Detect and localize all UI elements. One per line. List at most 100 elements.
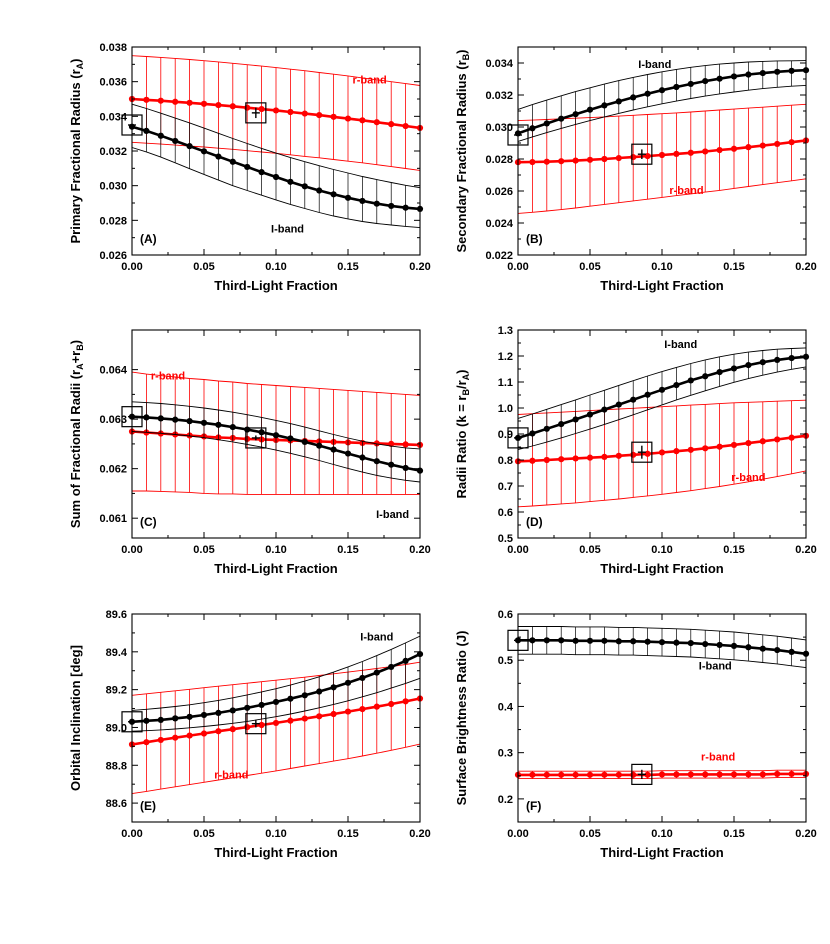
reference-marker — [245, 102, 267, 124]
panel-label: (B) — [526, 232, 543, 246]
y-tick-label: 0.032 — [485, 90, 513, 102]
data-point-iband — [316, 442, 323, 449]
data-point-rband — [558, 771, 565, 778]
y-axis-label-part: /r — [454, 380, 469, 389]
data-point-iband — [344, 679, 352, 686]
y-tick-label: 0.7 — [498, 481, 513, 493]
data-point-iband — [745, 362, 752, 369]
data-point-iband — [774, 68, 781, 75]
annotation-iband: I-band — [376, 509, 409, 521]
y-axis-label-part: ) — [68, 59, 83, 63]
y-tick-label: 0.028 — [99, 215, 127, 227]
data-point-rband — [673, 448, 680, 455]
data-point-iband — [287, 435, 294, 442]
data-point-iband — [373, 669, 380, 676]
y-axis-label: Sum of Fractional Radii (rA+rB) — [68, 340, 85, 528]
y-axis-label-part: Secondary Fractional Radius (r — [454, 60, 469, 252]
data-point-rband — [373, 440, 380, 447]
data-point-rband — [615, 154, 622, 162]
data-point-iband — [272, 698, 280, 706]
data-point-rband — [716, 443, 723, 450]
y-tick-label: 0.024 — [485, 218, 513, 230]
data-point-iband — [272, 173, 280, 181]
data-point-rband — [558, 456, 565, 463]
data-point-rband — [658, 449, 666, 456]
annotation-rband: r-band — [731, 472, 765, 484]
x-axis-label: Third-Light Fraction — [600, 845, 724, 860]
envelope-upper-rband — [131, 371, 421, 396]
data-point-iband — [172, 137, 179, 145]
panel-B: 0.00 0.05 0.10 0.15 0.20 0.022 0.024 0.026 0.028… — [454, 46, 817, 293]
envelope-upper-iband — [517, 347, 807, 419]
data-point-rband — [529, 158, 536, 166]
reference-marker — [245, 713, 267, 735]
data-point-rband — [702, 148, 709, 155]
data-point-iband — [200, 148, 208, 155]
data-point-iband — [157, 132, 164, 139]
data-point-iband — [172, 416, 179, 423]
data-point-iband — [644, 638, 651, 645]
data-point-iband — [543, 425, 550, 432]
x-tick-label: 0.10 — [265, 544, 286, 556]
data-point-iband — [716, 641, 723, 649]
data-point-rband — [143, 96, 150, 103]
y-tick-label: 89.4 — [106, 647, 128, 659]
envelope-lower-rband — [132, 490, 420, 495]
y-tick-label: 1.2 — [498, 351, 513, 363]
data-point-rband — [143, 739, 150, 746]
y-tick-label: 89.6 — [106, 609, 127, 621]
data-point-rband — [172, 734, 179, 741]
data-point-rband — [759, 771, 766, 778]
data-point-iband — [687, 640, 694, 647]
data-point-iband — [301, 183, 308, 190]
data-point-iband — [388, 461, 395, 468]
y-axis-label-part: Surface Brightness Ratio (J) — [454, 631, 469, 806]
envelope-lower-iband — [131, 147, 421, 229]
x-tick-label: 0.00 — [121, 544, 142, 556]
y-tick-label: 1.0 — [498, 403, 513, 415]
data-point-iband — [316, 187, 323, 194]
annotation-iband: I-band — [360, 631, 393, 643]
data-point-rband — [716, 771, 723, 778]
data-point-iband — [373, 200, 380, 207]
x-tick-label: 0.05 — [579, 261, 600, 273]
data-point-iband — [359, 454, 366, 461]
data-point-iband — [788, 354, 795, 362]
data-point-iband — [344, 194, 352, 201]
y-axis-label-part: B — [461, 53, 471, 60]
envelope-upper-iband — [131, 401, 421, 450]
y-tick-label: 0.036 — [99, 77, 127, 89]
envelope-upper-iband — [131, 635, 421, 711]
data-point-iband — [373, 458, 380, 465]
data-point-rband — [301, 715, 308, 722]
y-tick-label: 0.032 — [99, 146, 127, 158]
data-point-iband — [200, 419, 208, 426]
y-axis-label-part: ) — [454, 370, 469, 374]
data-point-rband — [673, 771, 680, 778]
data-point-rband — [215, 728, 222, 735]
annotation-iband: I-band — [271, 223, 304, 235]
y-axis-label-part: Primary Fractional Radius (r — [68, 69, 83, 243]
data-point-rband — [644, 771, 651, 778]
y-axis-label-part: B — [75, 344, 85, 351]
data-point-rband — [601, 771, 608, 778]
data-point-rband — [244, 104, 251, 111]
x-tick-label: 0.20 — [409, 261, 430, 273]
envelope-lower-rband — [131, 743, 421, 795]
y-tick-label: 0.8 — [498, 455, 513, 467]
y-tick-label: 0.4 — [498, 701, 514, 713]
data-point-iband — [558, 637, 565, 644]
envelope-lower-iband — [517, 84, 807, 142]
data-point-rband — [630, 771, 637, 778]
data-point-rband — [543, 158, 550, 165]
x-tick-label: 0.15 — [723, 544, 744, 556]
data-point-rband — [658, 151, 666, 159]
data-point-iband — [330, 684, 337, 691]
y-axis-label-part: A — [75, 62, 85, 69]
data-point-rband — [687, 446, 694, 453]
annotation-rband: r-band — [669, 185, 703, 197]
y-tick-label: 0.063 — [99, 414, 127, 426]
panel-label: (F) — [526, 799, 541, 813]
data-point-iband — [200, 711, 208, 719]
data-point-iband — [215, 709, 222, 716]
